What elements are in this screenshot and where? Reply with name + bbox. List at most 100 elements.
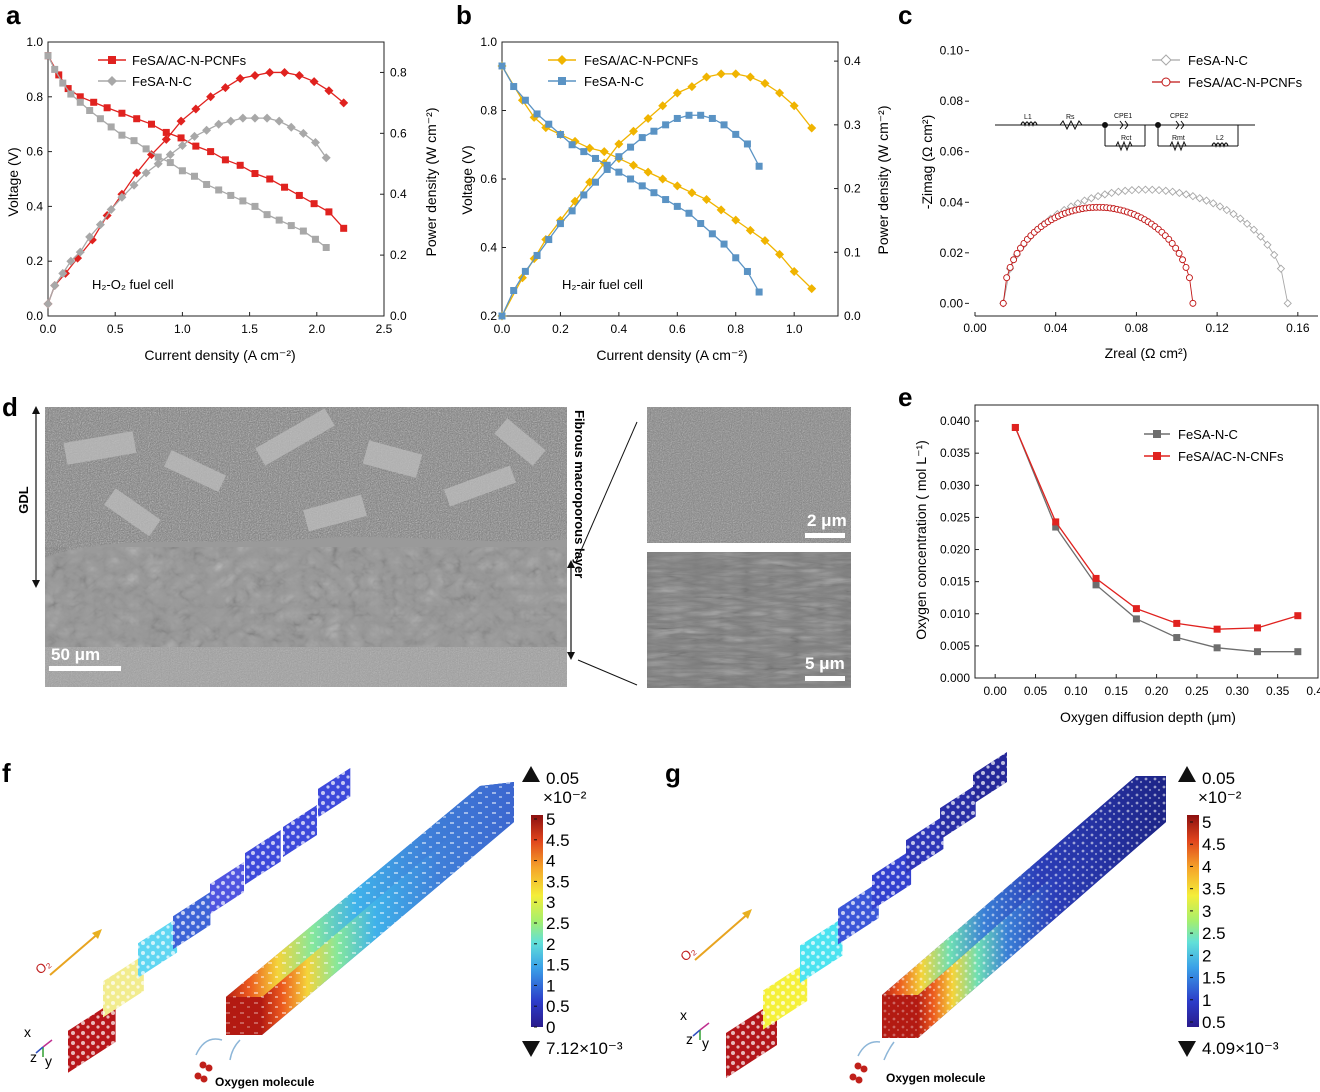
data-point bbox=[731, 215, 741, 225]
data-point bbox=[203, 180, 211, 188]
data-point bbox=[628, 160, 638, 170]
y-right-tick-label: 0.0 bbox=[390, 309, 407, 323]
data-point bbox=[1186, 274, 1193, 282]
plot-frame bbox=[501, 41, 839, 317]
legend-label: FeSA/AC-N-PCNFs bbox=[132, 53, 247, 68]
axis-ticks: 0.00 0.05 0.10 0.15 0.20 0.25 0.30 0.35 0.40 0.00… bbox=[940, 414, 1320, 698]
data-point bbox=[556, 220, 564, 228]
data-point bbox=[67, 90, 75, 98]
data-point bbox=[1173, 634, 1181, 642]
data-point bbox=[311, 235, 319, 243]
data-point bbox=[1229, 209, 1238, 219]
oxygen-arrow: O₂ bbox=[677, 909, 752, 964]
x-tick-label: 0.2 bbox=[552, 322, 569, 336]
data-point bbox=[202, 125, 212, 135]
data-point bbox=[146, 150, 156, 160]
y-tick-label: 0.00 bbox=[940, 296, 964, 310]
data-point bbox=[141, 168, 151, 178]
gdl-label: GDL bbox=[16, 486, 31, 514]
data-point bbox=[1195, 194, 1204, 203]
data-point bbox=[177, 141, 187, 151]
data-point bbox=[1294, 648, 1302, 656]
data-point bbox=[153, 159, 163, 169]
data-point bbox=[708, 230, 716, 238]
series-line bbox=[1002, 189, 1289, 304]
y-tick-label: 0.010 bbox=[940, 607, 970, 621]
panel-label-e: e bbox=[898, 382, 912, 412]
axis-z-label: z bbox=[30, 1049, 37, 1065]
data-point bbox=[743, 267, 751, 275]
y-tick-label: 0.02 bbox=[940, 246, 964, 260]
axis-x-label: x bbox=[680, 1007, 687, 1023]
colorbar-tick-label: 1.5 bbox=[1202, 969, 1226, 988]
series-line bbox=[1014, 427, 1298, 653]
data-point bbox=[1270, 250, 1279, 260]
data-point bbox=[662, 121, 670, 129]
y-axis-label-right: Power density (W cm⁻²) bbox=[423, 108, 439, 257]
axis-y-label: y bbox=[45, 1053, 52, 1069]
y-tick-label: 0.2 bbox=[480, 309, 497, 323]
data-point bbox=[789, 101, 799, 111]
data-point bbox=[1173, 619, 1181, 627]
data-point bbox=[745, 72, 755, 82]
molecule-label: Oxygen molecule bbox=[215, 1075, 315, 1089]
data-point bbox=[59, 79, 67, 87]
oxygen-arrow: O₂ bbox=[32, 929, 102, 977]
panel-label-b: b bbox=[456, 0, 472, 30]
data-point bbox=[1189, 299, 1197, 307]
axis-ticks: 0.0 0.2 0.4 0.6 0.8 1.00.20.40.60.81.00.00.10… bbox=[480, 35, 861, 336]
data-point bbox=[214, 119, 224, 129]
data-point bbox=[1006, 263, 1014, 271]
data-point bbox=[1132, 615, 1140, 623]
slice-pores bbox=[800, 918, 843, 983]
nyquist-chart: 0.00 0.04 0.08 0.12 0.16 0.00 0.02 0.04 0.06 0.08… bbox=[919, 44, 1318, 361]
data-point bbox=[1107, 188, 1116, 198]
scale-bar-label: 5 μm bbox=[805, 654, 845, 673]
circuit-label-cpe2: CPE2 bbox=[1170, 113, 1188, 120]
slice-pores bbox=[318, 768, 351, 818]
y-tick-label: 0.06 bbox=[940, 145, 964, 159]
colorbar-tick-label: 4 bbox=[546, 852, 555, 871]
sem-zoom-top-image: 2 μm bbox=[647, 407, 851, 543]
data-point bbox=[90, 98, 98, 106]
data-point bbox=[755, 288, 763, 296]
panel-label-g: g bbox=[665, 758, 681, 788]
data-point bbox=[1236, 214, 1245, 223]
data-point bbox=[1141, 185, 1150, 194]
data-point bbox=[280, 67, 290, 77]
data-point bbox=[207, 148, 215, 156]
data-point bbox=[697, 111, 705, 119]
oxygen-concentration-chart: 0.00 0.05 0.10 0.15 0.20 0.25 0.30 0.35 0.40 0.00… bbox=[913, 404, 1320, 725]
data-point bbox=[66, 256, 76, 266]
data-point bbox=[103, 104, 111, 112]
x-tick-label: 0.5 bbox=[107, 322, 124, 336]
slice-pores bbox=[906, 816, 944, 874]
colorbar-exponent: ×10⁻² bbox=[543, 788, 587, 807]
colorbar-exponent: ×10⁻² bbox=[1198, 788, 1242, 807]
oxygen-simulation-f: O₂ Oxygen molecule x z y bbox=[24, 766, 623, 1089]
circuit-label-cpe1: CPE1 bbox=[1114, 113, 1132, 120]
data-point bbox=[498, 312, 506, 320]
data-point bbox=[685, 209, 693, 217]
data-point bbox=[190, 172, 198, 180]
legend-label: FeSA-N-C bbox=[1188, 53, 1248, 68]
data-series bbox=[999, 185, 1292, 308]
series-line bbox=[47, 117, 327, 305]
data-point bbox=[274, 116, 284, 126]
data-point bbox=[743, 140, 751, 148]
data-point bbox=[1052, 523, 1060, 531]
y-tick-label: 0.020 bbox=[940, 543, 970, 557]
data-point bbox=[1182, 263, 1190, 271]
colorbar-tick-label: 3 bbox=[546, 893, 555, 912]
x-axis-label: Current density (A cm⁻²) bbox=[144, 347, 295, 363]
data-point bbox=[673, 202, 681, 210]
data-point bbox=[745, 225, 755, 235]
data-point bbox=[95, 220, 105, 230]
data-point bbox=[510, 287, 518, 295]
data-point bbox=[309, 77, 319, 87]
y-tick-label: 0.4 bbox=[480, 241, 497, 255]
data-point bbox=[250, 70, 260, 80]
data-point bbox=[51, 65, 59, 73]
data-point bbox=[221, 156, 229, 164]
